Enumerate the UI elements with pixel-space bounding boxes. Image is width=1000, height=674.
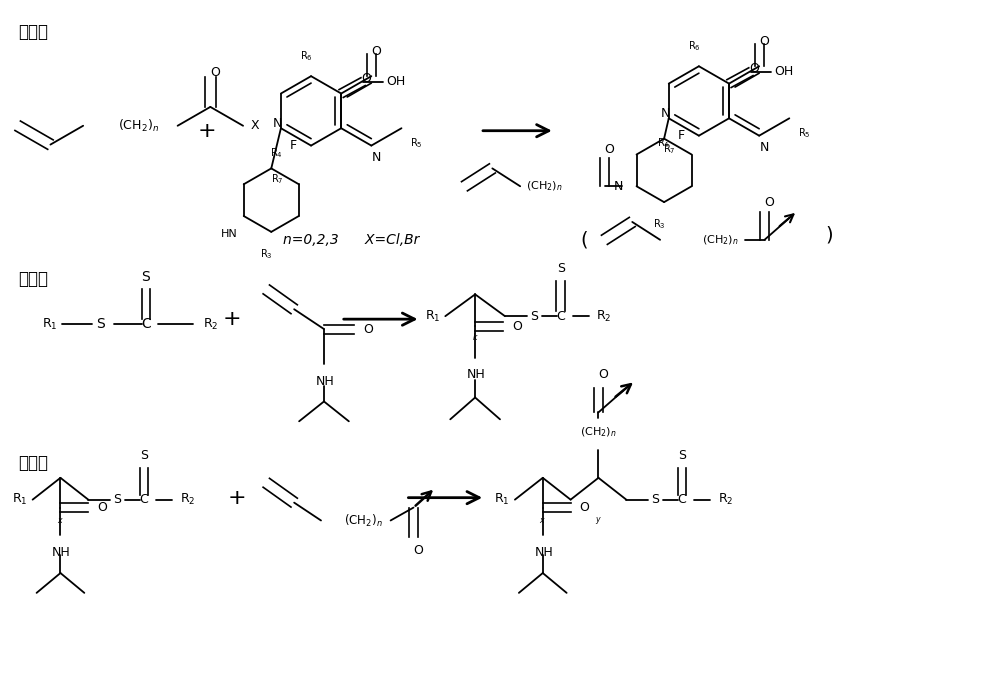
- Text: R$_3$: R$_3$: [260, 247, 273, 261]
- Text: OH: OH: [386, 75, 406, 88]
- Text: R$_7$: R$_7$: [663, 143, 676, 156]
- Text: C: C: [556, 309, 565, 323]
- Text: R$_1$: R$_1$: [425, 309, 440, 324]
- Text: 步骤一: 步骤一: [18, 22, 48, 40]
- Text: $_y$: $_y$: [595, 515, 602, 528]
- Text: (CH$_2$)$_n$: (CH$_2$)$_n$: [526, 179, 563, 193]
- Text: $_k$: $_k$: [472, 332, 479, 344]
- Text: R$_7$: R$_7$: [271, 173, 283, 186]
- Text: R$_6$: R$_6$: [300, 49, 312, 63]
- Text: X: X: [251, 119, 259, 132]
- Text: n=0,2,3      X=Cl,Br: n=0,2,3 X=Cl,Br: [283, 233, 419, 247]
- Text: C: C: [141, 317, 151, 331]
- Text: R$_2$: R$_2$: [203, 317, 218, 332]
- Text: 步骤三: 步骤三: [18, 454, 48, 472]
- Text: R$_2$: R$_2$: [718, 492, 733, 508]
- Text: NH: NH: [316, 375, 334, 388]
- Text: R$_4$: R$_4$: [270, 146, 282, 160]
- Text: O: O: [598, 368, 608, 381]
- Text: (: (: [581, 231, 588, 249]
- Text: $_x$: $_x$: [539, 516, 546, 526]
- Text: O: O: [580, 501, 589, 514]
- Text: R$_1$: R$_1$: [12, 492, 28, 508]
- Text: N: N: [614, 180, 623, 193]
- Text: C: C: [140, 493, 148, 506]
- Text: N: N: [372, 151, 381, 164]
- Text: O: O: [363, 323, 373, 336]
- Text: (CH$_2$)$_n$: (CH$_2$)$_n$: [118, 118, 159, 134]
- Text: O: O: [759, 35, 769, 48]
- Text: R$_5$: R$_5$: [410, 136, 423, 150]
- Text: NH: NH: [52, 546, 71, 559]
- Text: +: +: [227, 488, 246, 508]
- Text: R$_3$: R$_3$: [653, 217, 665, 231]
- Text: R$_2$: R$_2$: [180, 492, 195, 508]
- Text: R$_1$: R$_1$: [42, 317, 57, 332]
- Text: N: N: [759, 141, 769, 154]
- Text: N: N: [661, 107, 670, 120]
- Text: R$_6$: R$_6$: [688, 40, 700, 53]
- Text: O: O: [605, 143, 615, 156]
- Text: O: O: [749, 62, 759, 75]
- Text: R$_5$: R$_5$: [798, 126, 811, 140]
- Text: NH: NH: [467, 368, 486, 381]
- Text: NH: NH: [534, 546, 553, 559]
- Text: O: O: [210, 65, 220, 79]
- Text: ): ): [825, 225, 833, 245]
- Text: S: S: [113, 493, 121, 506]
- Text: O: O: [97, 501, 107, 514]
- Text: S: S: [142, 270, 150, 284]
- Text: S: S: [651, 493, 659, 506]
- Text: F: F: [677, 129, 685, 142]
- Text: +: +: [197, 121, 216, 141]
- Text: HN: HN: [220, 229, 237, 239]
- Text: S: S: [678, 448, 686, 462]
- Text: R$_4$: R$_4$: [657, 136, 670, 150]
- Text: R$_1$: R$_1$: [494, 492, 510, 508]
- Text: O: O: [371, 45, 381, 58]
- Text: S: S: [96, 317, 105, 331]
- Text: O: O: [361, 72, 371, 85]
- Text: (CH$_2$)$_n$: (CH$_2$)$_n$: [702, 233, 739, 247]
- Text: $_x$: $_x$: [57, 516, 64, 526]
- Text: C: C: [678, 493, 686, 506]
- Text: S: S: [140, 448, 148, 462]
- Text: N: N: [273, 117, 283, 130]
- Text: +: +: [222, 309, 241, 329]
- Text: O: O: [414, 544, 423, 557]
- Text: R$_2$: R$_2$: [596, 309, 612, 324]
- Text: S: S: [530, 309, 538, 323]
- Text: O: O: [765, 195, 774, 209]
- Text: 步骤二: 步骤二: [18, 270, 48, 288]
- Text: (CH$_2$)$_n$: (CH$_2$)$_n$: [580, 425, 617, 439]
- Text: (CH$_2$)$_n$: (CH$_2$)$_n$: [344, 512, 383, 528]
- Text: F: F: [290, 139, 297, 152]
- Text: OH: OH: [774, 65, 793, 78]
- Text: S: S: [557, 262, 565, 275]
- Text: O: O: [512, 319, 522, 332]
